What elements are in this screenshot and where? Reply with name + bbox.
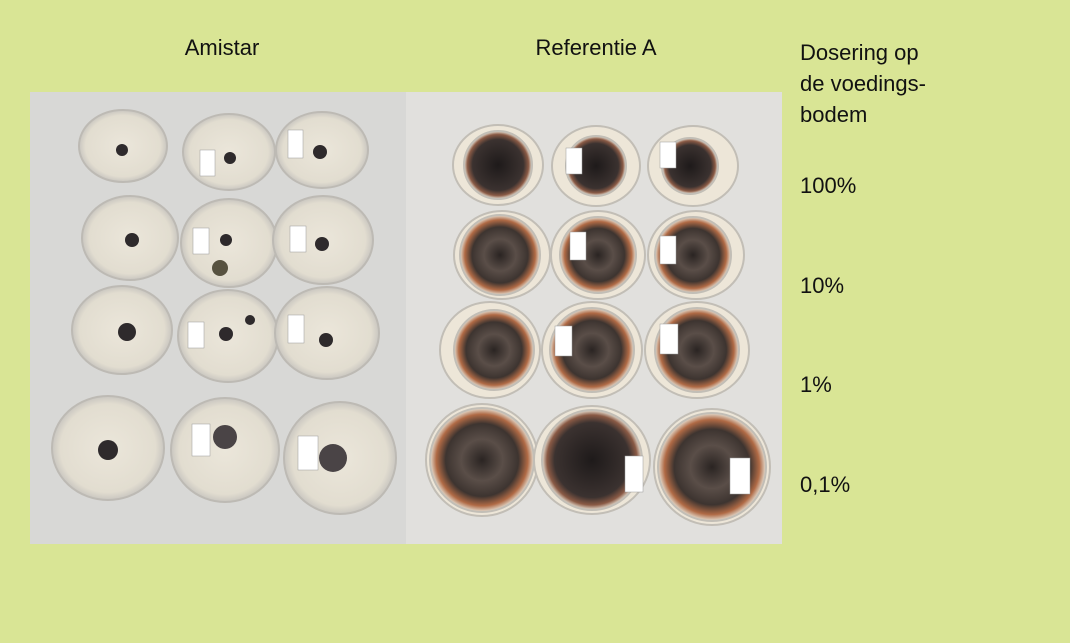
amistar-colonies [98,144,347,472]
dose-label: 100% [800,173,856,198]
dose-label: 0,1% [800,472,850,497]
dose-label: 1% [800,372,832,397]
dose-heading: bodem [800,102,867,127]
dose-heading: de voedings- [800,71,926,96]
column-title: Referentie A [535,35,656,60]
column-title: Amistar [185,35,260,60]
dose-heading: Dosering op [800,40,919,65]
referentie-dishes [425,124,771,526]
dose-label: 10% [800,273,844,298]
dish-labels [187,129,751,495]
